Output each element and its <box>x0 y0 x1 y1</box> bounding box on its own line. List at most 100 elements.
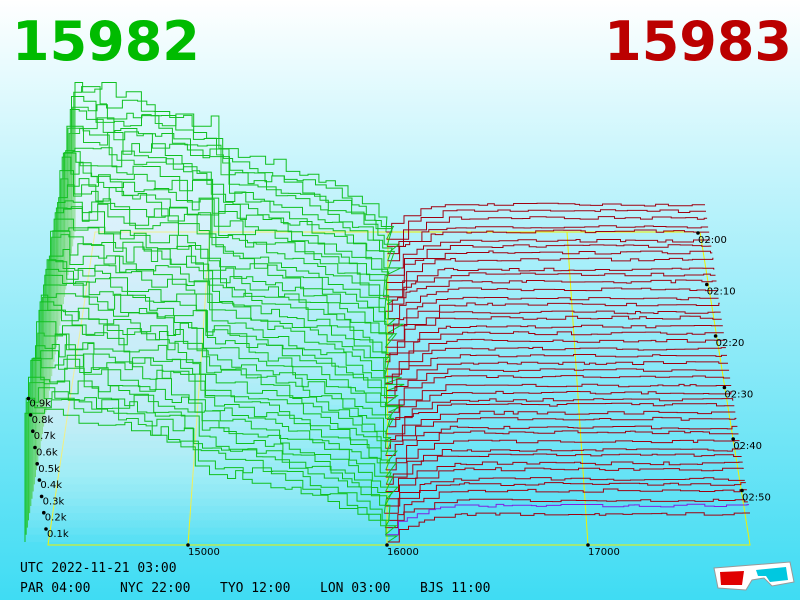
tick-dot <box>28 413 33 417</box>
bid-fill <box>49 249 405 391</box>
tick-dot <box>37 478 42 482</box>
bid-fill <box>62 157 386 312</box>
bid-fill <box>47 259 398 406</box>
bid-fill <box>25 409 397 542</box>
ask-line <box>385 498 748 529</box>
tick-dot <box>26 396 31 401</box>
bid-line <box>48 249 405 392</box>
ask-line <box>386 453 742 485</box>
ask-line <box>385 461 743 492</box>
bid-line <box>40 294 392 442</box>
bid-line <box>50 230 402 384</box>
bid-line <box>57 198 395 341</box>
time-label: 02:50 <box>742 493 771 504</box>
bid-fill <box>56 204 397 348</box>
bid-line <box>38 309 392 456</box>
depth-label: 0.6k <box>36 448 58 459</box>
bid-fill <box>64 151 386 297</box>
time-label: 02:40 <box>733 441 762 452</box>
depth-label: 0.7k <box>34 431 56 442</box>
utc-time: UTC 2022-11-21 03:00 <box>20 561 177 576</box>
bid-line <box>34 333 398 478</box>
bid-line <box>59 170 397 327</box>
tick-dot <box>35 462 39 466</box>
ask-line <box>388 488 747 521</box>
depth-label: 0.2k <box>45 513 67 524</box>
bid-line <box>58 184 405 334</box>
price-label: 17000 <box>588 547 620 558</box>
bid-line <box>37 325 399 464</box>
clock-label: LON 03:00 <box>320 581 390 596</box>
ask-line <box>387 229 710 262</box>
time-label: 02:30 <box>724 390 753 401</box>
ask-line <box>386 467 744 500</box>
bid-price: 15982 <box>12 10 200 73</box>
bid-line <box>55 203 398 348</box>
ask-line <box>385 250 713 283</box>
bid-line <box>47 260 386 398</box>
ask-line <box>387 302 720 334</box>
bid-fill <box>45 269 404 413</box>
bid-line <box>74 82 388 233</box>
price-label: 15000 <box>188 547 220 558</box>
bid-fill <box>31 358 398 499</box>
tick-dot <box>33 445 37 450</box>
bid-line <box>63 151 386 297</box>
tick-dot <box>731 437 735 441</box>
depth-label: 0.5k <box>38 464 60 475</box>
bid-fill <box>34 344 392 485</box>
ask-line <box>388 398 734 428</box>
bid-line <box>25 397 398 536</box>
bid-fill <box>30 360 392 506</box>
time-label: 02:00 <box>698 235 727 246</box>
bid-line <box>66 125 390 283</box>
bid-line <box>73 86 395 240</box>
bid-line <box>27 376 391 521</box>
ask-line <box>386 324 723 356</box>
depth-label: 0.3k <box>43 496 65 507</box>
ask-line <box>385 416 737 449</box>
ask-line <box>386 430 739 464</box>
bid-fill <box>40 301 387 449</box>
3d-glasses-icon <box>713 561 795 591</box>
bid-line <box>46 259 400 406</box>
bid-line <box>44 274 399 420</box>
bid-line <box>52 227 387 370</box>
ask-line <box>385 402 735 435</box>
tick-dot <box>705 282 709 287</box>
ask-line <box>385 331 724 363</box>
ask-line <box>387 272 716 305</box>
tick-dot <box>31 429 35 434</box>
time-label: 02:10 <box>707 287 736 298</box>
tick-dot <box>740 488 744 493</box>
ask-line <box>383 267 715 298</box>
ask-line <box>386 209 706 240</box>
ask-line <box>387 296 719 327</box>
ask-line <box>385 477 745 507</box>
bid-line <box>26 387 390 528</box>
ask-line <box>384 279 717 312</box>
ask-line <box>387 512 750 543</box>
bid-fill <box>55 206 387 355</box>
bid-line <box>65 147 389 290</box>
bid-fill <box>54 219 391 362</box>
time-label: 02:20 <box>716 338 745 349</box>
ask-line <box>388 287 718 319</box>
ask-line <box>385 439 740 471</box>
ask-line <box>385 448 741 478</box>
ask-line <box>384 410 736 442</box>
tick-dot <box>186 543 190 547</box>
bid-fill <box>63 153 394 305</box>
bid-line <box>69 109 393 261</box>
tick-dot <box>722 385 727 390</box>
ask-line <box>388 239 711 269</box>
bid-fill <box>50 231 402 384</box>
ask-line <box>386 361 728 392</box>
bid-line <box>60 174 390 319</box>
tick-dot <box>39 494 44 499</box>
tick-dot <box>42 510 46 515</box>
ask-line <box>384 368 730 399</box>
tick-dot <box>385 543 389 547</box>
ask-price: 15983 <box>604 10 792 73</box>
